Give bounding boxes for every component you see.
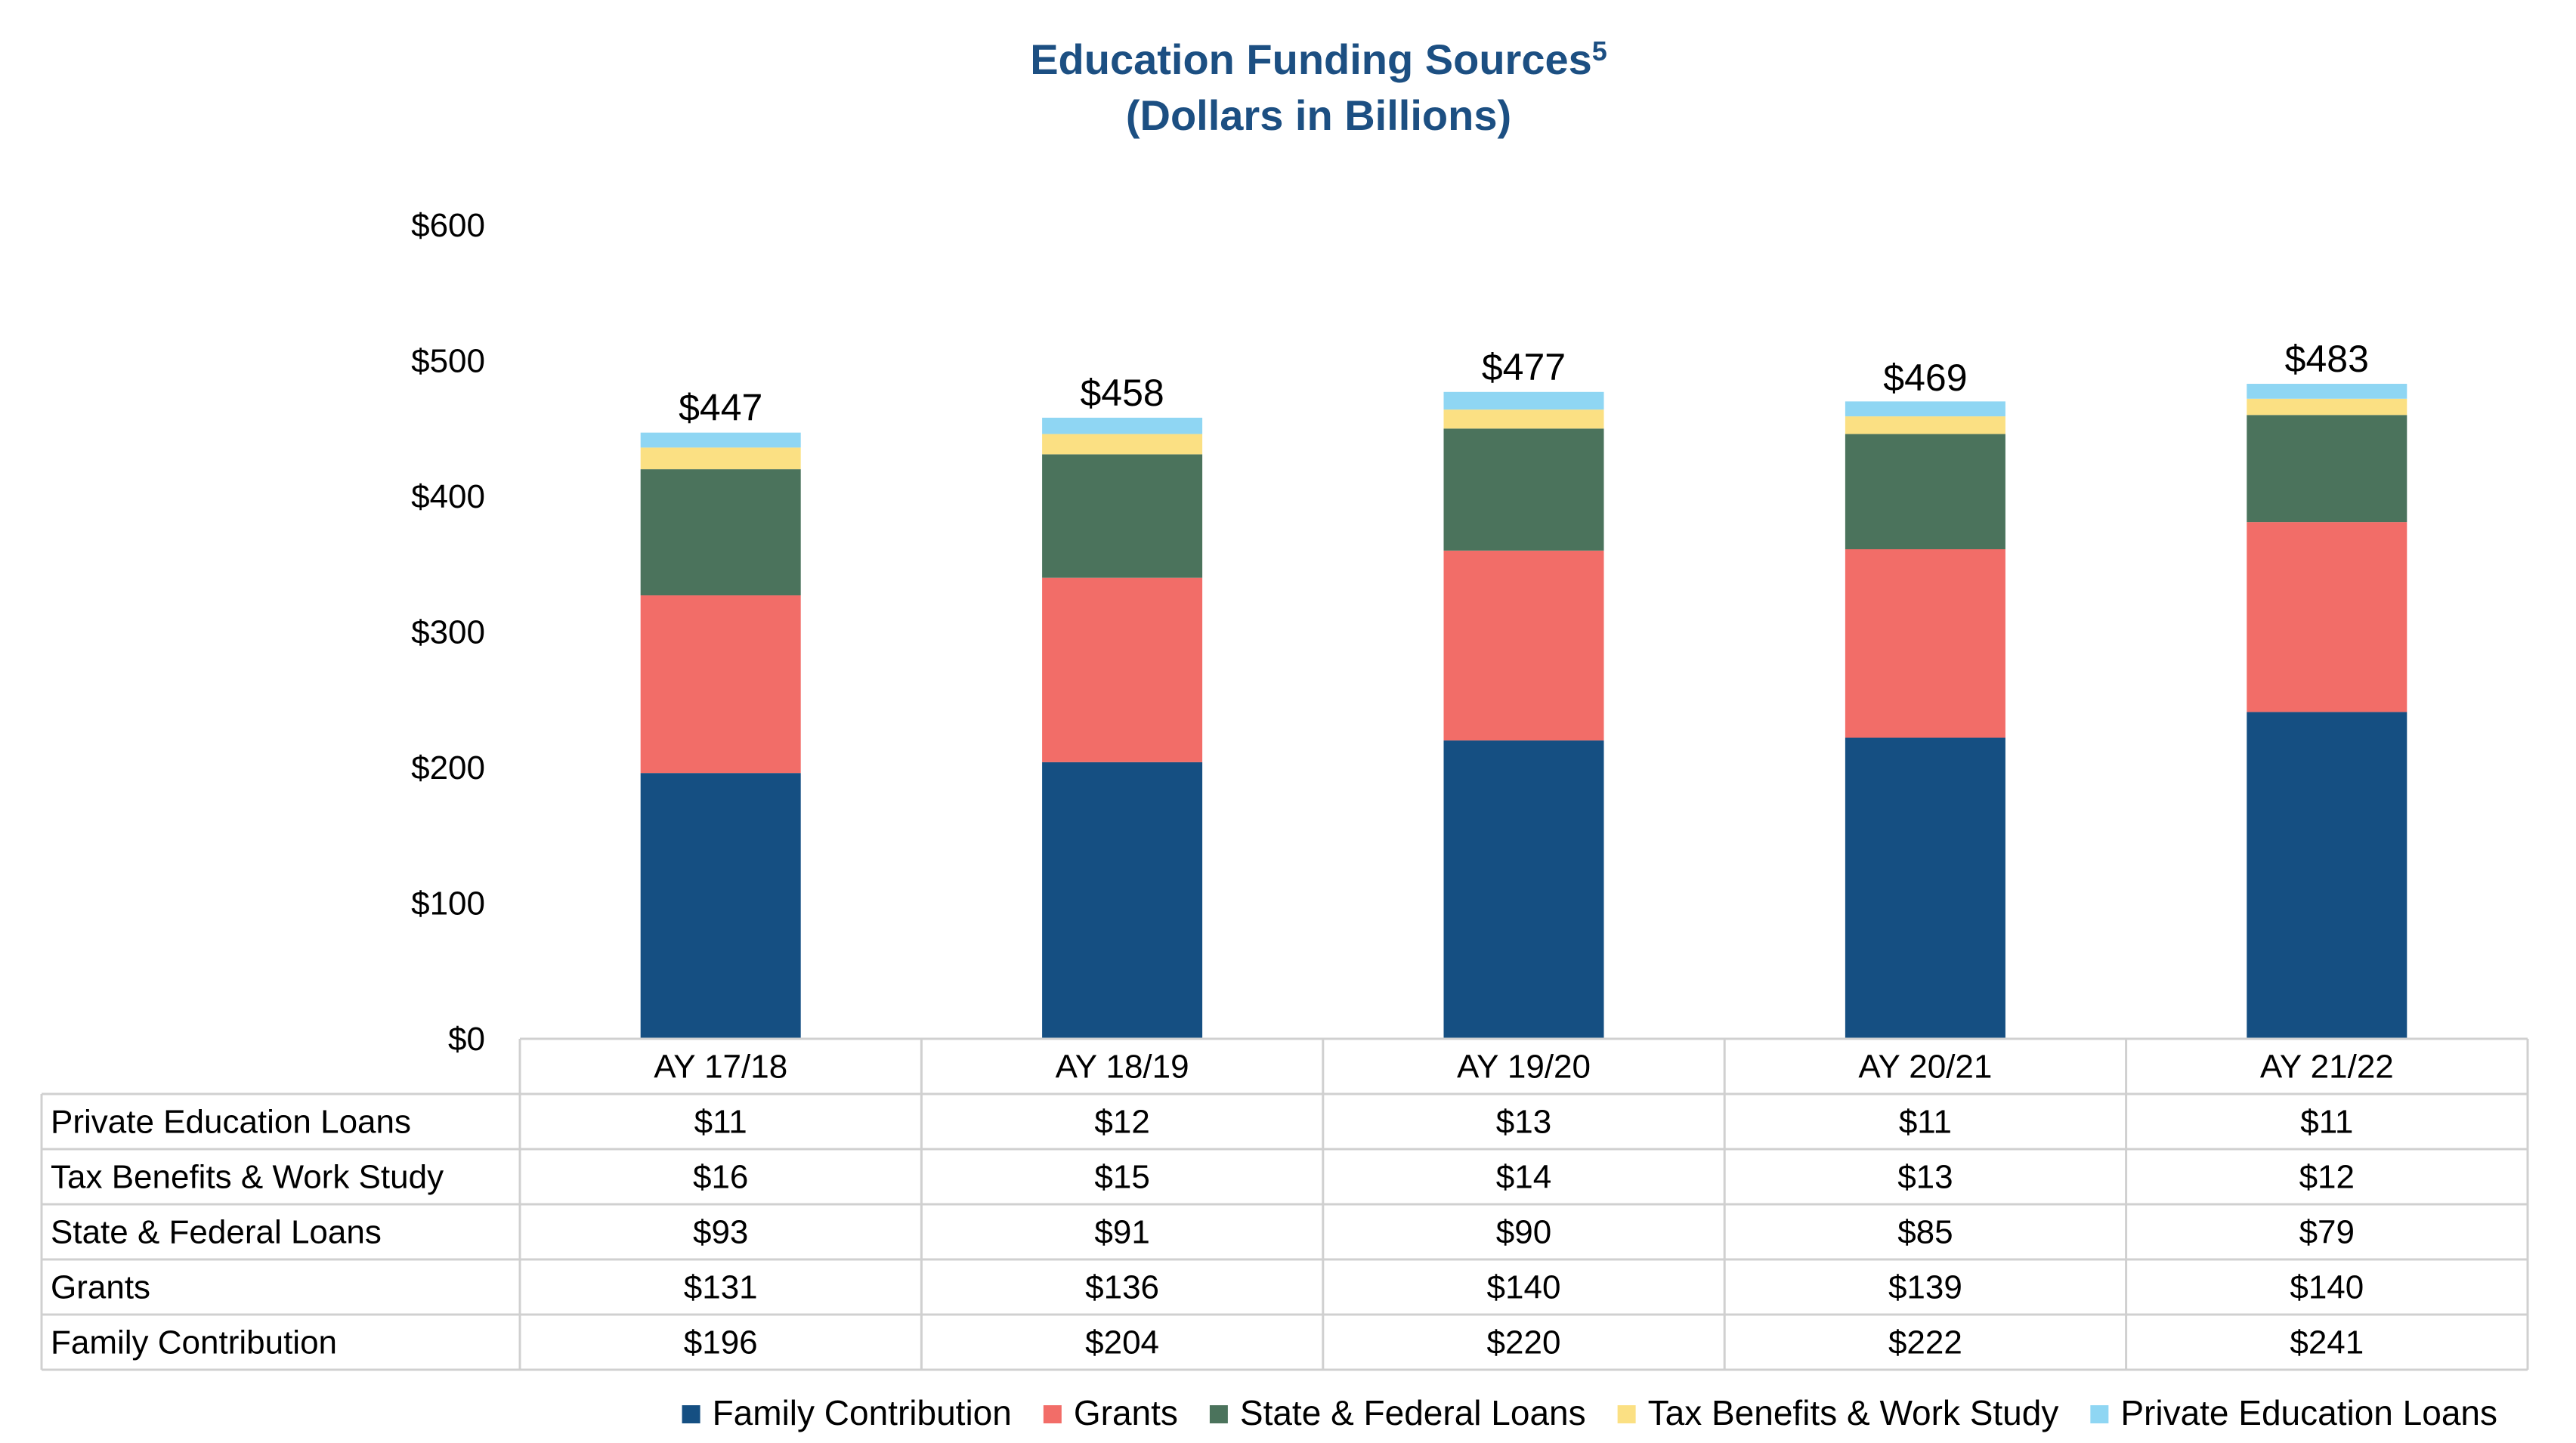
y-tick-label: $300 — [411, 614, 485, 651]
legend-swatch — [1209, 1405, 1228, 1423]
chart-title-superscript: 5 — [1592, 36, 1607, 66]
legend-label: Private Education Loans — [2120, 1393, 2497, 1432]
table-row-label: Tax Benefits & Work Study — [51, 1159, 444, 1196]
bar-segment-tax-benefits-work-study — [640, 447, 801, 470]
table-cell: $90 — [1496, 1214, 1551, 1251]
table-cell: $139 — [1888, 1269, 1962, 1306]
table-cell: $13 — [1496, 1104, 1551, 1141]
y-tick-label: $400 — [411, 478, 485, 515]
table-cell: $13 — [1897, 1159, 1953, 1196]
y-tick-label: $0 — [448, 1021, 485, 1058]
bar-segment-tax-benefits-work-study — [1443, 409, 1604, 429]
table-cell: $204 — [1085, 1324, 1159, 1361]
bar-segment-private-education-loans — [640, 432, 801, 448]
bar-segment-family-contribution — [2247, 712, 2407, 1039]
bar-segment-grants — [1042, 577, 1203, 762]
legend-label: Family Contribution — [713, 1393, 1012, 1432]
bar-segment-grants — [1845, 549, 2005, 738]
table-cell: $140 — [1487, 1269, 1561, 1306]
bar-segment-private-education-loans — [1042, 417, 1203, 434]
total-label: $469 — [1883, 357, 1967, 399]
total-label: $447 — [679, 387, 762, 429]
bar-segment-grants — [1443, 550, 1604, 741]
table-cell: $11 — [694, 1104, 747, 1141]
chart-title: Education Funding Sources5 — [1030, 36, 1607, 83]
table-cell: $14 — [1496, 1159, 1551, 1196]
table-cell: $85 — [1897, 1214, 1953, 1251]
x-category-label: AY 19/20 — [1457, 1049, 1591, 1086]
bar-segment-state-federal-loans — [1042, 454, 1203, 578]
table-cell: $196 — [684, 1324, 758, 1361]
legend: Family Contribution Grants State & Federal… — [682, 1393, 2497, 1432]
y-tick-label: $600 — [411, 207, 485, 244]
table-cell: $12 — [2299, 1159, 2355, 1196]
legend-item: Family Contribution — [682, 1393, 1012, 1432]
table-row-label: Private Education Loans — [51, 1104, 411, 1141]
table-cell: $79 — [2299, 1214, 2355, 1251]
legend-swatch — [1617, 1405, 1636, 1423]
chart-subtitle: (Dollars in Billions) — [1126, 91, 1511, 139]
legend-label: State & Federal Loans — [1240, 1393, 1586, 1432]
x-category-label: AY 20/21 — [1858, 1049, 1992, 1086]
table-cell: $91 — [1094, 1214, 1149, 1251]
table-cell: $131 — [684, 1269, 758, 1306]
bar-segment-grants — [640, 595, 801, 774]
legend-item: Private Education Loans — [2090, 1393, 2497, 1432]
table-row-label: Family Contribution — [51, 1324, 337, 1361]
bar-segment-tax-benefits-work-study — [2247, 398, 2407, 416]
bar-segment-private-education-loans — [1845, 401, 2005, 417]
bar-segment-state-federal-loans — [2247, 415, 2407, 523]
bar-segment-private-education-loans — [1443, 391, 1604, 410]
legend-label: Tax Benefits & Work Study — [1648, 1393, 2059, 1432]
bar-segment-family-contribution — [1042, 762, 1203, 1039]
y-tick-label: $100 — [411, 885, 485, 922]
total-label: $458 — [1080, 372, 1164, 414]
bar-segment-family-contribution — [1845, 737, 2005, 1039]
legend-swatch — [1043, 1405, 1062, 1423]
table-cell: $136 — [1085, 1269, 1159, 1306]
table-cell: $222 — [1888, 1324, 1962, 1361]
table-cell: $16 — [693, 1159, 748, 1196]
legend-item: Grants — [1043, 1393, 1178, 1432]
bar-segment-grants — [2247, 522, 2407, 712]
legend-item: Tax Benefits & Work Study — [1617, 1393, 2059, 1432]
bar-segment-tax-benefits-work-study — [1845, 416, 2005, 434]
legend-swatch — [2090, 1405, 2109, 1423]
y-axis: $0 $100 $200 $300 $400 $500 $600 — [411, 207, 485, 1058]
x-category-label: AY 17/18 — [654, 1049, 787, 1086]
y-tick-label: $200 — [411, 749, 485, 786]
table-cell: $241 — [2290, 1324, 2364, 1361]
table-cell: $12 — [1094, 1104, 1149, 1141]
x-category-label: AY 21/22 — [2260, 1049, 2394, 1086]
bar-segment-state-federal-loans — [1845, 434, 2005, 550]
table-row-label: Grants — [51, 1269, 150, 1306]
table-cell: $93 — [693, 1214, 748, 1251]
y-tick-label: $500 — [411, 343, 485, 380]
table-row-label: State & Federal Loans — [51, 1214, 382, 1251]
legend-item: State & Federal Loans — [1209, 1393, 1586, 1432]
bar-segment-family-contribution — [1443, 740, 1604, 1039]
legend-swatch — [682, 1405, 700, 1423]
table-cell: $15 — [1094, 1159, 1149, 1196]
table-cell: $220 — [1487, 1324, 1561, 1361]
bar-segment-state-federal-loans — [1443, 428, 1604, 551]
x-category-label: AY 18/19 — [1056, 1049, 1189, 1086]
bar-segment-state-federal-loans — [640, 469, 801, 596]
total-label: $483 — [2285, 338, 2369, 380]
bar-segment-private-education-loans — [2247, 384, 2407, 399]
total-label: $477 — [1482, 346, 1566, 388]
total-labels: $447 $458 $477 $469 $483 — [679, 338, 2369, 429]
legend-label: Grants — [1074, 1393, 1178, 1432]
table-cell: $140 — [2290, 1269, 2364, 1306]
data-table: AY 17/18 AY 18/19 AY 19/20 AY 20/21 AY 21/22… — [40, 1037, 2529, 1371]
bar-segment-tax-benefits-work-study — [1042, 434, 1203, 455]
table-cell: $11 — [2300, 1104, 2353, 1141]
bar-segment-family-contribution — [640, 773, 801, 1039]
table-cell: $11 — [1899, 1104, 1952, 1141]
bar-plot-area — [640, 384, 2407, 1039]
